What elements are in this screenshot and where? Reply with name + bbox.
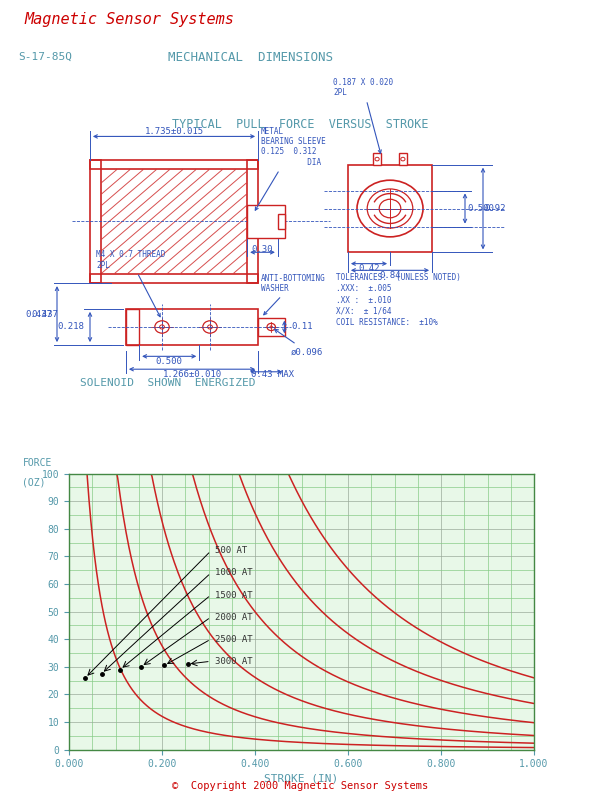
Text: MECHANICAL  DIMENSIONS: MECHANICAL DIMENSIONS [168,51,333,65]
Text: 1.266±0.010: 1.266±0.010 [163,370,221,379]
Text: METAL
BEARING SLEEVE
0.125  0.312
          DIA: METAL BEARING SLEEVE 0.125 0.312 DIA [255,126,326,210]
Text: ANTI-BOTTOMING
WASHER: ANTI-BOTTOMING WASHER [261,274,326,314]
Bar [399,154,407,165]
Text: .XX :  ±.010: .XX : ±.010 [336,295,392,305]
Text: 1500 AT: 1500 AT [215,590,253,599]
Bar [247,160,258,283]
Text: S-17-85Q: S-17-85Q [18,51,72,62]
Text: Magnetic Sensor Systems: Magnetic Sensor Systems [24,12,234,27]
Text: COIL RESISTANCE:  ±10%: COIL RESISTANCE: ±10% [336,318,438,327]
Text: 500 AT: 500 AT [215,546,248,555]
Text: SOLENOID  SHOWN  ENERGIZED: SOLENOID SHOWN ENERGIZED [80,378,256,388]
Bar [90,160,258,169]
Text: TOLERANCES:  (UNLESS NOTED): TOLERANCES: (UNLESS NOTED) [336,273,461,282]
Text: FORCE: FORCE [23,458,52,468]
Text: 0.218: 0.218 [58,322,84,331]
Text: 0.437: 0.437 [26,310,52,318]
Bar [373,154,381,165]
Bar [247,205,285,238]
Text: .XXX:  ±.005: .XXX: ±.005 [336,284,392,294]
Text: 0.11: 0.11 [291,322,313,331]
Text: 2500 AT: 2500 AT [215,634,253,644]
Text: 0.42: 0.42 [358,264,380,274]
Text: (OZ): (OZ) [23,478,46,487]
Text: ø0.096: ø0.096 [275,330,323,356]
Text: 0.30: 0.30 [252,245,273,254]
Text: 0.187 X 0.020
2PL: 0.187 X 0.020 2PL [333,78,393,153]
Text: X/X:  ± 1/64: X/X: ± 1/64 [336,307,392,316]
Text: 0.500: 0.500 [156,357,182,366]
Text: ©  Copyright 2000 Magnetic Sensor Systems: © Copyright 2000 Magnetic Sensor Systems [172,781,428,790]
Bar [90,274,258,283]
Bar [126,309,258,345]
Text: 1000 AT: 1000 AT [215,569,253,578]
Text: 0.84: 0.84 [379,271,401,280]
Bar [90,160,101,283]
Bar [348,165,432,252]
Text: 1.735±0.015: 1.735±0.015 [145,126,203,136]
Text: 2000 AT: 2000 AT [215,613,253,622]
Text: M4 X 0.7 THREAD
2PL: M4 X 0.7 THREAD 2PL [96,250,166,317]
Text: 0.43 MAX: 0.43 MAX [251,370,293,379]
Bar [258,318,285,336]
Text: 0.500: 0.500 [468,204,494,213]
X-axis label: STROKE (IN): STROKE (IN) [265,774,338,783]
Text: 0.92: 0.92 [484,204,506,213]
Text: TYPICAL  PULL  FORCE  VERSUS  STROKE: TYPICAL PULL FORCE VERSUS STROKE [172,118,428,130]
Text: 3000 AT: 3000 AT [215,657,253,666]
Bar [126,309,139,345]
Text: 0.437: 0.437 [31,310,58,318]
Bar [278,214,285,229]
